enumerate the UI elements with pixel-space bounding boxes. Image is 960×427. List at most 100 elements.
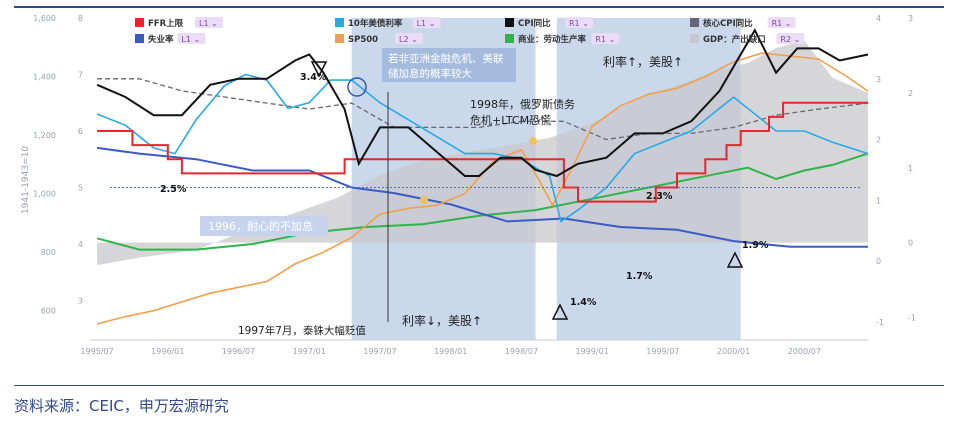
annotation-asia-crisis: 若非亚洲金融危机、美联 xyxy=(388,52,504,65)
tick-label-right_inner: 1 xyxy=(876,196,881,205)
x-tick-label: 1995/07 xyxy=(80,347,113,356)
legend-axis-label: R1 ⌄ xyxy=(569,19,589,28)
tick-label-right_inner: 0 xyxy=(876,257,881,266)
source-caption: 资料来源：CEIC，申万宏源研究 xyxy=(14,397,229,415)
sp500-marker xyxy=(529,137,537,145)
annotation-thai-baht: 1997年7月，泰铢大幅贬值 xyxy=(238,324,366,337)
legend-swatch xyxy=(505,18,514,27)
x-tick-label: 2000/07 xyxy=(788,347,821,356)
legend-axis-label: R1 ⌄ xyxy=(772,19,792,28)
x-tick-label: 1997/07 xyxy=(363,347,396,356)
tick-label-left_outer: 1,200 xyxy=(33,131,56,140)
series-core-cpi xyxy=(97,78,869,141)
tick-label-right_inner: 4 xyxy=(876,14,881,23)
legend-axis-label: R1 ⌄ xyxy=(595,35,615,44)
legend-label: 核心CPI同比 xyxy=(703,18,753,29)
legend-swatch xyxy=(335,18,344,27)
annotation-box xyxy=(200,216,328,236)
annotation-russia: 1998年，俄罗斯债务 xyxy=(470,97,575,111)
legend-axis-label: L1 ⌄ xyxy=(417,19,436,28)
legend-axis-label: R2 ⌄ xyxy=(780,35,800,44)
trough-marker-icon xyxy=(726,251,744,268)
annotation-rates-down: 利率↓，美股↑ xyxy=(402,313,482,328)
annotation-box xyxy=(382,48,516,82)
x-tick-label: 1997/01 xyxy=(293,347,326,356)
legend-axis-badge xyxy=(565,17,593,28)
legend-swatch xyxy=(690,34,699,43)
tick-label-left_inner: 4 xyxy=(78,240,83,249)
tick-label-right_inner: 2 xyxy=(876,136,881,145)
legend-label: 失业率 xyxy=(148,34,174,45)
legend-axis-badge xyxy=(591,33,620,44)
tick-label-left_inner: 6 xyxy=(78,127,83,136)
sp500-marker xyxy=(420,196,428,204)
bottom-divider xyxy=(14,385,944,386)
tick-label-right_inner: 3 xyxy=(876,75,881,84)
top-divider xyxy=(14,6,944,8)
tick-label-right_outer: 3 xyxy=(908,14,913,23)
legend-label: 商业：劳动生产率 xyxy=(518,34,587,45)
peak-marker-icon xyxy=(310,61,328,78)
cpi-data-label: 2.5% xyxy=(160,184,187,195)
tick-label-right_inner: -1 xyxy=(876,318,884,327)
tick-label-right_outer: -1 xyxy=(908,314,916,323)
legend-label: FFR上限 xyxy=(148,18,184,29)
legend-swatch xyxy=(690,18,699,27)
legend-axis-badge xyxy=(767,17,796,28)
tick-label-left_inner: 5 xyxy=(78,183,83,192)
legend-label: CPI同比 xyxy=(518,18,551,29)
x-tick-label: 1998/01 xyxy=(434,347,467,356)
x-tick-label: 1996/07 xyxy=(222,347,255,356)
x-tick-label: 1998/07 xyxy=(505,347,538,356)
series-cpi xyxy=(96,28,869,178)
y-axis-label: 1941-1943=10 xyxy=(21,146,31,214)
legend-swatch xyxy=(505,34,514,43)
legend-swatch xyxy=(135,34,144,43)
annotation-1996: 1996，耐心的不加息 xyxy=(208,219,313,233)
tick-label-left_inner: 7 xyxy=(78,70,83,79)
tick-label-left_inner: 3 xyxy=(78,296,83,305)
legend-label: SP500 xyxy=(348,35,378,45)
legend-axis-label: L1 ⌄ xyxy=(199,19,218,28)
tick-label-left_outer: 800 xyxy=(41,248,56,257)
x-tick-label: 1999/01 xyxy=(576,347,609,356)
series-unemployment xyxy=(96,146,868,248)
ust10-peak-marker xyxy=(347,77,367,97)
legend-label: GDP：产出缺口 xyxy=(703,34,766,45)
annotation-russia: 危机+LTCM恐慌 xyxy=(470,113,551,127)
legend-axis-badge xyxy=(177,33,206,44)
x-tick-label: 1999/07 xyxy=(646,347,679,356)
legend-axis-label: L1 ⌄ xyxy=(181,35,200,44)
x-tick-label: 1996/01 xyxy=(151,347,184,356)
annotation-asia-crisis: 储加息的概率较大 xyxy=(388,67,472,80)
legend-axis-badge xyxy=(195,17,223,28)
x-tick-label: 2000/01 xyxy=(717,347,750,356)
legend-axis-badge xyxy=(776,33,805,44)
legend-swatch xyxy=(135,18,144,27)
series-labor-productivity xyxy=(96,152,869,251)
tick-label-left_outer: 1,400 xyxy=(33,73,56,82)
legend-label: 10年美债利率 xyxy=(348,18,403,29)
cpi-data-label: 2.3% xyxy=(646,191,673,202)
cpi-data-label: 1.7% xyxy=(626,271,653,282)
tick-label-right_outer: 1 xyxy=(908,164,913,173)
tick-label-right_outer: 0 xyxy=(908,239,913,248)
annotation-rates-up: 利率↑，美股↑ xyxy=(603,54,683,69)
tick-label-left_outer: 1,000 xyxy=(33,190,56,199)
trough-marker-icon xyxy=(551,303,569,320)
legend-swatch xyxy=(335,34,344,43)
cpi-data-label: 1.9% xyxy=(742,240,769,251)
cpi-data-label: 1.4% xyxy=(570,297,597,308)
series-ffr xyxy=(97,101,868,203)
legend-axis-label: L2 ⌄ xyxy=(399,35,418,44)
tick-label-right_outer: 2 xyxy=(908,89,913,98)
tick-label-left_outer: 1,600 xyxy=(33,14,56,23)
cpi-data-label: 3.4% xyxy=(300,72,327,83)
legend-axis-badge xyxy=(412,17,441,28)
series-ust10 xyxy=(96,73,869,223)
tick-label-left_outer: 600 xyxy=(41,307,56,316)
legend-axis-badge xyxy=(395,33,423,44)
tick-label-left_inner: 8 xyxy=(78,14,83,23)
